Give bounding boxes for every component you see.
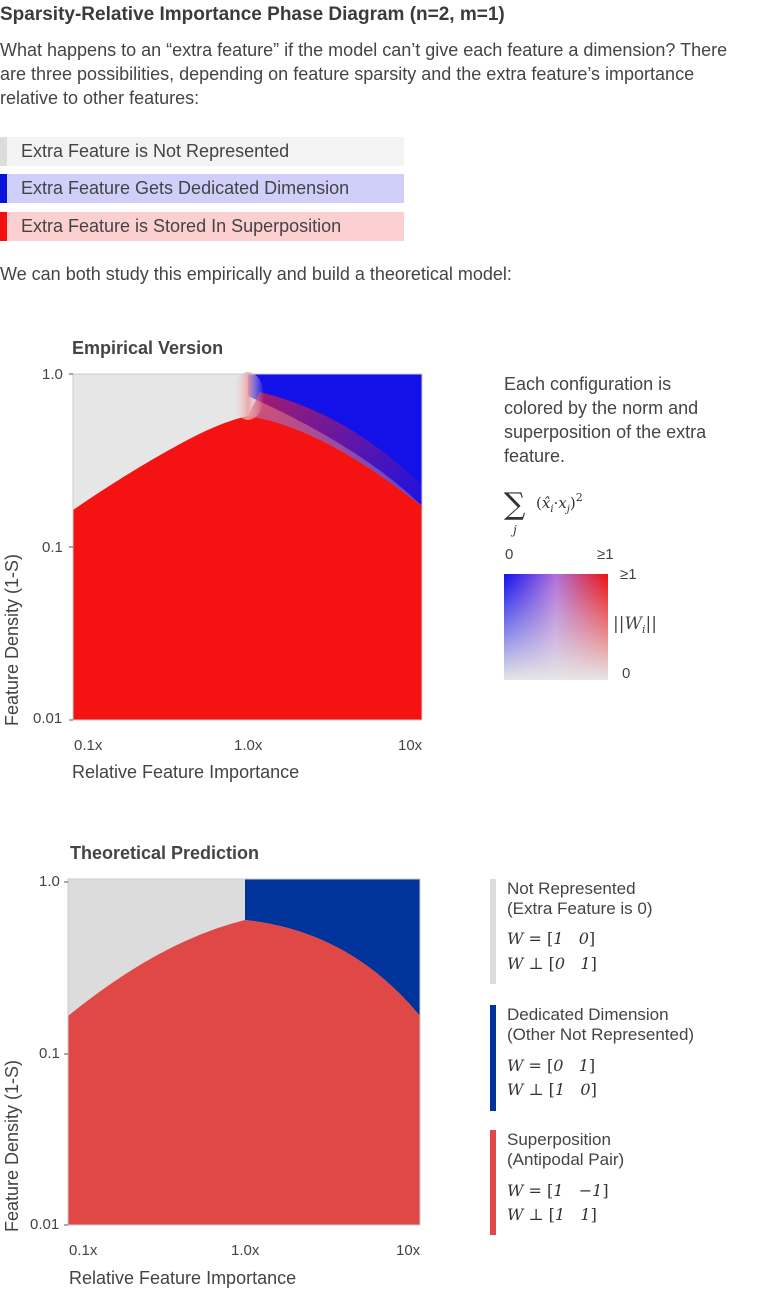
empirical-region-superposition <box>73 416 422 720</box>
theoretical-x-tick-10x: 10x <box>396 1242 421 1259</box>
theoretical-region-dedicated <box>245 879 420 1016</box>
empirical-y-tick-0-01: 0.01 <box>33 710 63 727</box>
empirical-caption: Each configuration is colored by the nor… <box>504 374 707 466</box>
weight-norm-symbol: ||Wi|| <box>613 614 657 636</box>
empirical-x-tick-10x: 10x <box>398 737 423 754</box>
theoretical-x-tick-1-0x: 1.0x <box>231 1242 260 1259</box>
empirical-y-axis-label: Feature Density (1-S) <box>2 553 22 726</box>
category-dedicated-dimension: Extra Feature Gets Dedicated Dimension <box>0 174 404 203</box>
category-label: Extra Feature is Not Represented <box>21 141 290 161</box>
legend-wperp-matrix: W ⊥ [1 0] <box>507 1080 597 1099</box>
theoretical-y-axis-label: Feature Density (1-S) <box>2 1059 22 1232</box>
study-text: We can both study this empirically and b… <box>0 264 512 284</box>
empirical-y-tick-1: 1.0 <box>42 366 63 383</box>
theoretical-x-tick-0-1x: 0.1x <box>69 1242 98 1259</box>
empirical-x-axis-label: Relative Feature Importance <box>72 762 300 782</box>
legend-wperp-matrix: W ⊥ [1 1] <box>507 1205 597 1224</box>
legend-w-matrix: W = [0 1] <box>507 1056 596 1075</box>
category-color-bar <box>0 137 7 166</box>
empirical-title: Empirical Version <box>72 338 224 358</box>
sum-formula: ∑ j (x̂i·xj)2 <box>504 487 583 537</box>
svg-text:||Wi||: ||Wi|| <box>613 614 657 636</box>
legend-color-bar <box>490 1130 496 1235</box>
svg-text:j: j <box>510 523 517 537</box>
norm-superposition-colorbar <box>504 574 608 680</box>
theoretical-title: Theoretical Prediction <box>70 843 260 863</box>
legend-color-bar <box>490 879 496 984</box>
empirical-x-tick-0-1x: 0.1x <box>74 737 103 754</box>
legend-title: Not Represented (Extra Feature is 0) <box>507 879 653 918</box>
intro-paragraph: What happens to an “extra feature” if th… <box>0 40 728 108</box>
theoretical-y-tick-1: 1.0 <box>39 873 60 890</box>
legend-color-bar <box>490 1005 496 1111</box>
colorbar-top-left-label: 0 <box>505 546 514 563</box>
theoretical-phase-plot <box>64 878 421 1226</box>
theoretical-y-axis-ticks <box>64 881 68 1226</box>
legend-wperp-matrix: W ⊥ [0 1] <box>507 954 597 973</box>
category-color-bar <box>0 212 7 241</box>
category-superposition: Extra Feature is Stored In Superposition <box>0 212 404 241</box>
svg-text:(x̂i·xj)2: (x̂i·xj)2 <box>536 491 583 515</box>
theoretical-y-tick-0-01: 0.01 <box>30 1216 60 1233</box>
empirical-y-tick-0-1: 0.1 <box>42 539 63 556</box>
colorbar-right-top-label: ≥1 <box>620 566 637 583</box>
category-not-represented: Extra Feature is Not Represented <box>0 137 404 166</box>
legend-title: Superposition (Antipodal Pair) <box>507 1130 625 1169</box>
theoretical-plot-frame <box>67 878 421 1226</box>
colorbar-right-bottom-label: 0 <box>622 665 631 682</box>
legend-w-matrix: W = [1 0] <box>507 929 596 948</box>
empirical-y-axis-ticks <box>69 373 73 721</box>
category-label: Extra Feature is Stored In Superposition <box>21 216 342 236</box>
empirical-phase-plot <box>69 372 423 721</box>
empirical-triple-point-halo <box>232 372 264 420</box>
legend-title: Dedicated Dimension (Other Not Represente… <box>507 1005 695 1044</box>
colorbar-top-right-label: ≥1 <box>597 546 614 563</box>
svg-text:∑: ∑ <box>504 487 526 522</box>
category-color-bar <box>0 174 7 203</box>
theoretical-region-superposition <box>68 920 420 1225</box>
empirical-boundary-blend <box>248 392 422 506</box>
page-title: Sparsity-Relative Importance Phase Diagr… <box>0 4 505 25</box>
category-label: Extra Feature Gets Dedicated Dimension <box>21 178 350 198</box>
theoretical-y-tick-0-1: 0.1 <box>39 1045 60 1062</box>
empirical-x-tick-1-0x: 1.0x <box>234 737 263 754</box>
legend-w-matrix: W = [1 −1] <box>507 1181 609 1200</box>
theoretical-x-axis-label: Relative Feature Importance <box>69 1268 297 1288</box>
